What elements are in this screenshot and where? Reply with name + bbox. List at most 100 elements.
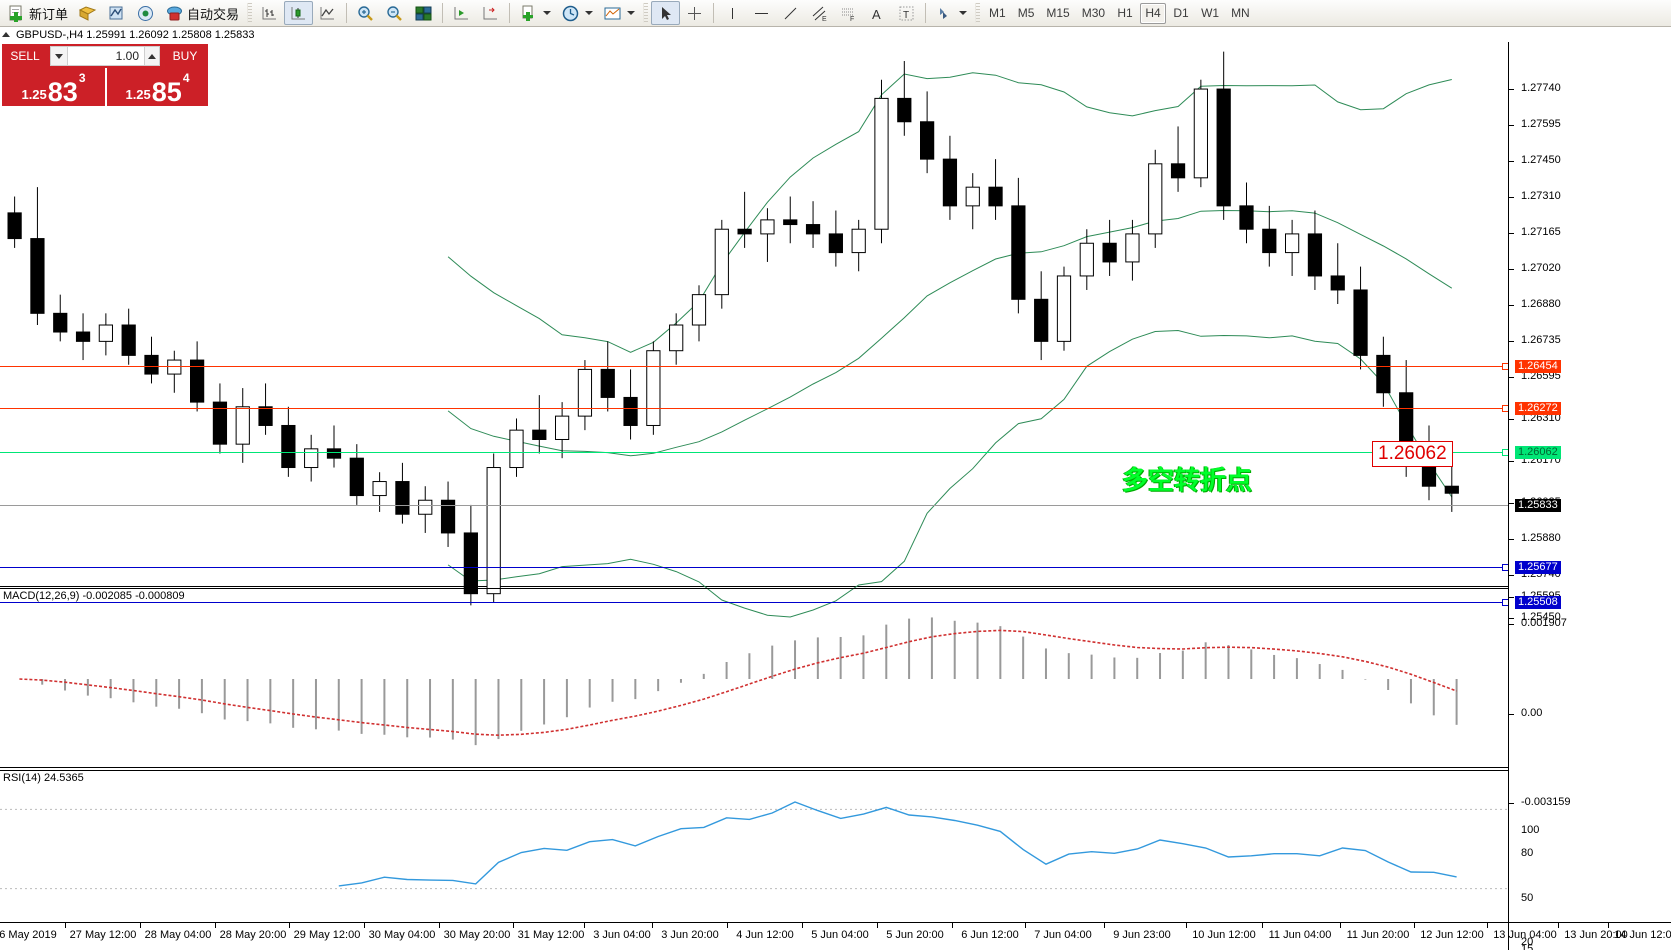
price-level-badge-support[interactable]: 1.25508 (1515, 596, 1561, 609)
price-tick-label: 1.26735 (1521, 334, 1561, 346)
new-order-button[interactable]: 新订单 (2, 1, 73, 25)
sell-price-button[interactable]: 1.25 83 3 (2, 68, 105, 106)
volume-input[interactable]: 1.00 (68, 46, 144, 66)
folder-button[interactable] (73, 1, 102, 25)
timeframe-button-d1[interactable]: D1 (1173, 6, 1189, 20)
horizontal-line-button[interactable] (747, 1, 776, 25)
price-tick-mark (1509, 197, 1514, 198)
one-click-trading-panel[interactable]: SELL 1.00 BUY 1.25 83 3 1.25 85 4 (2, 44, 208, 106)
time-tick-mark (952, 923, 953, 928)
templates-button[interactable] (930, 1, 972, 25)
time-tick-label: 6 Jun 12:00 (961, 929, 1019, 941)
timeframe-button-m15[interactable]: M15 (1046, 6, 1070, 20)
timeframe-button-h1[interactable]: H1 (1117, 6, 1133, 20)
time-tick-mark (215, 923, 216, 928)
zoom-out-button[interactable] (380, 1, 409, 25)
price-level-badge-support[interactable]: 1.25677 (1515, 561, 1561, 574)
last-price-line (0, 505, 1508, 506)
buy-button[interactable]: BUY (162, 44, 208, 68)
line-chart-button[interactable] (313, 1, 342, 25)
sell-button[interactable]: SELL (2, 44, 48, 68)
zoom-in-button[interactable] (351, 1, 380, 25)
bar-chart-button[interactable] (255, 1, 284, 25)
add-template-button[interactable] (514, 1, 556, 25)
indicators-dropdown-arrow[interactable] (627, 11, 636, 15)
time-tick-mark (1340, 923, 1341, 928)
volume-control[interactable]: 1.00 (48, 44, 162, 68)
add-template-dropdown-arrow[interactable] (543, 11, 552, 15)
navigator-button[interactable] (131, 1, 160, 25)
price-tick-label: 1.27740 (1521, 82, 1561, 94)
clock-icon (561, 4, 580, 23)
scroll-to-end-button[interactable] (447, 1, 476, 25)
price-callout-box[interactable]: 1.26062 (1372, 441, 1453, 467)
metaeditor-button[interactable] (102, 1, 131, 25)
templates-dropdown-arrow[interactable] (959, 11, 968, 15)
toolbar-grip-2[interactable] (643, 3, 649, 23)
time-tick-mark (802, 923, 803, 928)
text-object-button[interactable]: T (892, 1, 921, 25)
zoom-out-icon (385, 4, 404, 23)
price-level-badge-resistance[interactable]: 1.26454 (1515, 360, 1561, 373)
time-tick-mark (1608, 923, 1609, 928)
price-tick-mark (1509, 89, 1514, 90)
collapse-triangle-icon[interactable] (2, 32, 10, 37)
candlestick-chart-button[interactable] (284, 1, 314, 25)
price-pane[interactable]: 多空转折点 1.26062 (0, 42, 1509, 618)
equidistant-channel-button[interactable]: E (805, 1, 834, 25)
time-tick-mark (364, 923, 365, 928)
price-level-line-resistance[interactable] (0, 366, 1508, 367)
chart-area[interactable]: 多空转折点 1.26062 MACD(12,26,9) -0.002085 -0… (0, 42, 1671, 950)
timeframe-button-w1[interactable]: W1 (1201, 6, 1220, 20)
text-label-button[interactable]: A (863, 1, 892, 25)
time-tick-label: 5 Jun 04:00 (811, 929, 869, 941)
price-level-line-support[interactable] (0, 602, 1508, 603)
price-axis[interactable]: 1.27740 1.27595 1.27450 1.27310 1.27165 1.270… (1508, 42, 1671, 950)
volume-increment-button[interactable] (144, 46, 160, 66)
buy-price-big: 85 (151, 77, 182, 107)
horizontal-line-icon (752, 4, 771, 23)
symbol-ohlc-text: GBPUSD-,H4 1.25991 1.26092 1.25808 1.258… (16, 28, 255, 41)
expert-advisor-button[interactable]: 自动交易 (160, 1, 244, 25)
time-tick-label: 28 May 04:00 (144, 929, 212, 941)
timeframe-button-mn[interactable]: MN (1231, 6, 1250, 20)
toolbar-separator-1 (346, 3, 348, 23)
period-dropdown-arrow[interactable] (585, 11, 594, 15)
price-level-badge-pivot[interactable]: 1.26062 (1515, 446, 1561, 459)
rsi-pane[interactable]: RSI(14) 24.5365 (0, 770, 1508, 922)
price-level-line-support[interactable] (0, 567, 1508, 568)
price-level-line-resistance[interactable] (0, 408, 1508, 409)
price-level-line-pivot[interactable] (0, 452, 1508, 453)
tile-windows-button[interactable] (409, 1, 438, 25)
cursor-button[interactable] (651, 1, 681, 25)
zoom-in-icon (356, 4, 375, 23)
fibonacci-button[interactable]: F (834, 1, 863, 25)
time-axis[interactable]: 6 May 2019 27 May 12:00 28 May 04:00 28 May… (0, 922, 1671, 950)
time-tick-label: 9 Jun 23:00 (1113, 929, 1171, 941)
chart-annotation-text[interactable]: 多空转折点 (1122, 466, 1253, 496)
period-button[interactable] (556, 1, 598, 25)
price-tick-mark (1509, 269, 1514, 270)
price-level-badge-resistance[interactable]: 1.26272 (1515, 402, 1561, 415)
vertical-line-icon (723, 4, 742, 23)
vertical-line-button[interactable] (718, 1, 747, 25)
price-level-badge-last-price[interactable]: 1.25833 (1515, 499, 1561, 512)
svg-text:E: E (822, 16, 827, 23)
indicators-button[interactable] (598, 1, 640, 25)
price-tick-mark (1509, 305, 1514, 306)
buy-price-button[interactable]: 1.25 85 4 (105, 68, 208, 106)
timeframe-button-h4[interactable]: H4 (1140, 2, 1167, 24)
timeframe-button-m30[interactable]: M30 (1081, 6, 1106, 20)
macd-pane[interactable]: MACD(12,26,9) -0.002085 -0.000809 (0, 588, 1508, 768)
crosshair-button[interactable] (680, 1, 709, 25)
volume-dropdown-button[interactable] (50, 46, 68, 66)
toolbar-grip-3[interactable] (975, 3, 981, 23)
trendline-button[interactable] (776, 1, 805, 25)
timeframe-button-m5[interactable]: M5 (1017, 6, 1035, 20)
chart-shift-button[interactable] (476, 1, 505, 25)
timeframe-button-m1[interactable]: M1 (989, 6, 1006, 20)
sell-price-big: 83 (47, 77, 78, 107)
toolbar-grip-1[interactable] (247, 3, 253, 23)
rsi-tick-label: 80 (1521, 847, 1534, 859)
time-tick-label: 13 Jun 04:00 (1493, 929, 1557, 941)
